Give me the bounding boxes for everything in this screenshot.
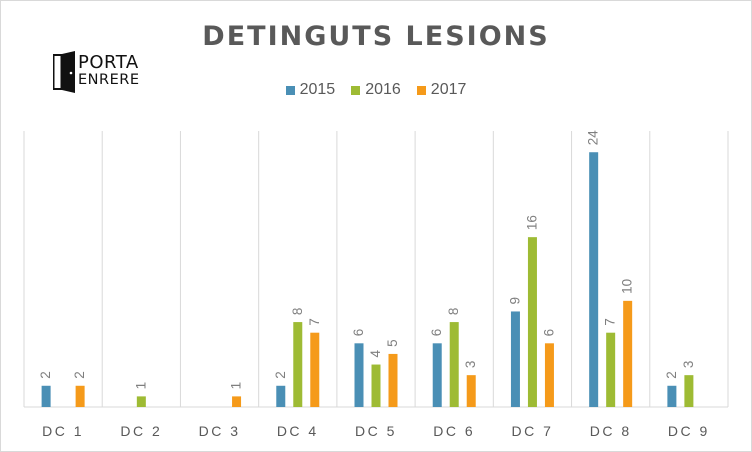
legend-swatch-2015 [285, 85, 295, 95]
legend-item-2015: 2015 [285, 81, 336, 99]
porta-enrere-logo: PORTA ENRERE [51, 51, 161, 93]
legend-item-2016: 2016 [351, 81, 401, 99]
bar-2016 [527, 237, 537, 407]
data-label: 2 [273, 371, 288, 379]
legend-label-2016: 2016 [365, 81, 401, 98]
data-label: 3 [681, 361, 696, 369]
x-tick-label: DC 5 [355, 423, 397, 439]
data-label: 6 [351, 329, 366, 337]
bar-2015 [667, 385, 677, 407]
data-label: 4 [368, 350, 383, 358]
legend-label-2017: 2017 [430, 81, 467, 98]
data-label: 5 [385, 339, 400, 347]
x-tick-label: DC 6 [433, 423, 475, 439]
data-label: 9 [507, 297, 522, 305]
data-label: 10 [620, 279, 635, 294]
x-tick-label: DC 8 [590, 423, 632, 439]
bar-2017 [544, 343, 554, 407]
x-tick-label: DC 1 [42, 423, 84, 439]
bar-2016 [449, 322, 459, 407]
bar-2015 [276, 385, 286, 407]
data-label: 6 [429, 329, 444, 337]
data-label: 1 [229, 382, 244, 390]
bar-2017 [310, 332, 320, 407]
door-icon [53, 51, 75, 93]
legend-item-2017: 2017 [416, 81, 467, 99]
bar-2017 [623, 300, 633, 407]
bar-2016 [371, 364, 381, 407]
data-label: 16 [524, 215, 539, 230]
data-label: 7 [307, 318, 322, 326]
bar-2016 [136, 396, 146, 407]
x-tick-label: DC 4 [277, 423, 319, 439]
bar-2015 [510, 311, 520, 407]
x-tick-label: DC 3 [199, 423, 241, 439]
bar-2017 [75, 385, 85, 407]
bar-2017 [466, 375, 476, 407]
data-label: 1 [133, 382, 148, 390]
logo-text-top: PORTA [78, 52, 139, 73]
bar-2015 [589, 152, 599, 407]
bar-2015 [354, 343, 364, 407]
bar-2016 [293, 322, 303, 407]
bar-2015 [41, 385, 51, 407]
bar-2017 [388, 353, 398, 407]
chart-legend: 2015 2016 2017 [1, 81, 751, 99]
x-tick-label: DC 7 [511, 423, 553, 439]
chart-title: DETINGUTS LESIONS [202, 21, 550, 52]
bar-2017 [232, 396, 242, 407]
legend-swatch-2016 [351, 85, 361, 95]
bar-2016 [606, 332, 616, 407]
x-tick-label: DC 2 [120, 423, 162, 439]
data-label: 2 [72, 371, 87, 379]
data-label: 24 [586, 130, 601, 146]
logo-text-bottom: ENRERE [78, 72, 140, 88]
data-label: 6 [541, 329, 556, 337]
bar-2016 [684, 375, 694, 407]
data-label: 8 [290, 308, 305, 316]
legend-swatch-2017 [416, 85, 426, 95]
data-label: 7 [603, 318, 618, 326]
data-label: 2 [664, 371, 679, 379]
x-tick-label: DC 9 [668, 423, 710, 439]
legend-label-2015: 2015 [299, 81, 336, 98]
data-label: 2 [38, 371, 53, 379]
data-label: 3 [463, 361, 478, 369]
bar-2015 [432, 343, 442, 407]
data-label: 8 [446, 308, 461, 316]
